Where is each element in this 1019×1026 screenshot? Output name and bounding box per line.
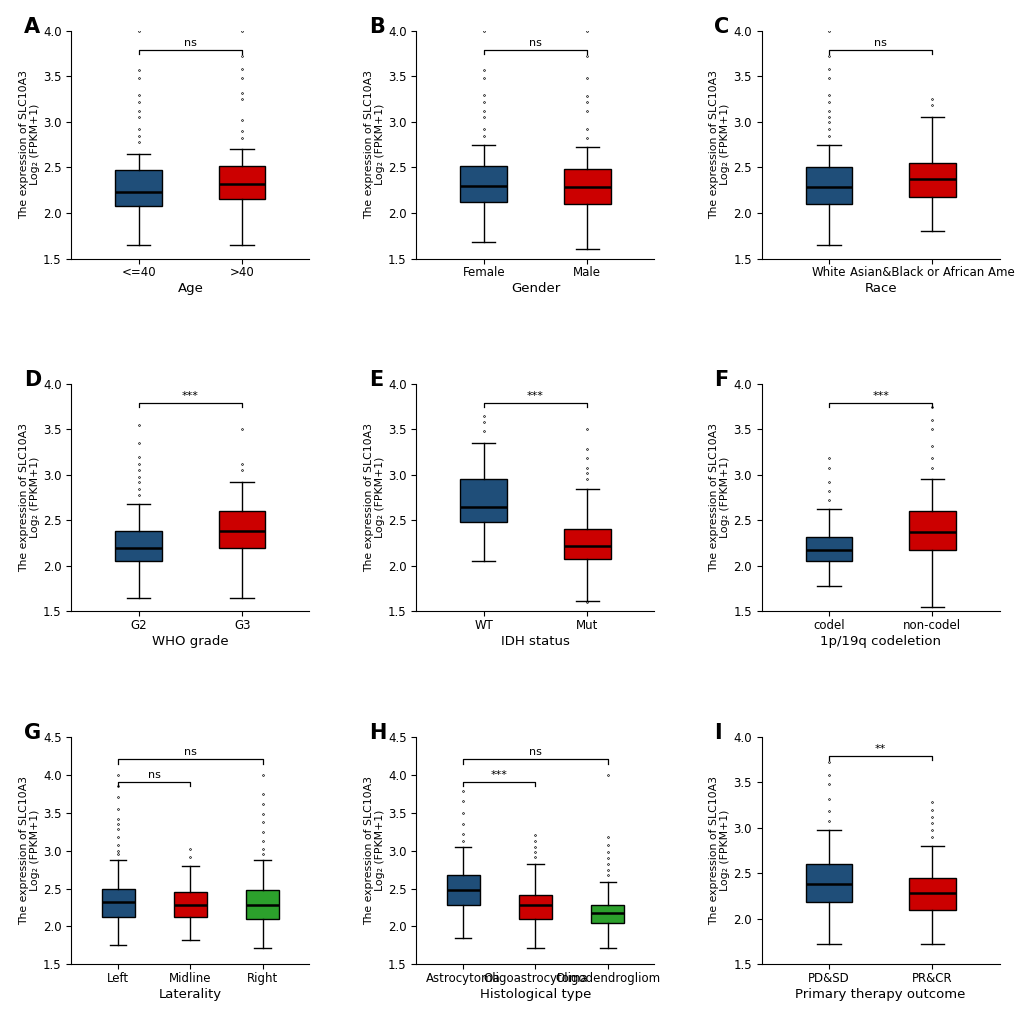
X-axis label: Primary therapy outcome: Primary therapy outcome	[795, 988, 965, 1000]
Y-axis label: The expression of SLC10A3
Log₂ (FPKM+1): The expression of SLC10A3 Log₂ (FPKM+1)	[364, 776, 385, 925]
Text: ns: ns	[873, 38, 887, 48]
X-axis label: WHO grade: WHO grade	[152, 635, 228, 647]
Text: D: D	[23, 370, 41, 390]
Y-axis label: The expression of SLC10A3
Log₂ (FPKM+1): The expression of SLC10A3 Log₂ (FPKM+1)	[364, 70, 385, 220]
PathPatch shape	[564, 169, 610, 204]
PathPatch shape	[460, 479, 506, 522]
Text: ***: ***	[871, 391, 889, 401]
X-axis label: Laterality: Laterality	[159, 988, 222, 1000]
Text: ***: ***	[181, 391, 199, 401]
PathPatch shape	[460, 165, 506, 202]
PathPatch shape	[805, 537, 851, 561]
Text: ns: ns	[148, 770, 161, 780]
PathPatch shape	[219, 165, 265, 199]
Text: H: H	[369, 723, 386, 743]
Text: A: A	[23, 17, 40, 37]
Y-axis label: The expression of SLC10A3
Log₂ (FPKM+1): The expression of SLC10A3 Log₂ (FPKM+1)	[708, 776, 730, 925]
Text: E: E	[369, 370, 383, 390]
X-axis label: Race: Race	[863, 282, 896, 294]
PathPatch shape	[174, 893, 207, 917]
Text: C: C	[713, 17, 729, 37]
PathPatch shape	[564, 529, 610, 558]
Y-axis label: The expression of SLC10A3
Log₂ (FPKM+1): The expression of SLC10A3 Log₂ (FPKM+1)	[18, 776, 40, 925]
Y-axis label: The expression of SLC10A3
Log₂ (FPKM+1): The expression of SLC10A3 Log₂ (FPKM+1)	[708, 70, 730, 220]
Y-axis label: The expression of SLC10A3
Log₂ (FPKM+1): The expression of SLC10A3 Log₂ (FPKM+1)	[364, 423, 385, 573]
Y-axis label: The expression of SLC10A3
Log₂ (FPKM+1): The expression of SLC10A3 Log₂ (FPKM+1)	[708, 423, 730, 573]
Y-axis label: The expression of SLC10A3
Log₂ (FPKM+1): The expression of SLC10A3 Log₂ (FPKM+1)	[18, 70, 40, 220]
X-axis label: 1p/19q codeletion: 1p/19q codeletion	[819, 635, 941, 647]
X-axis label: Gender: Gender	[511, 282, 559, 294]
Text: I: I	[713, 723, 720, 743]
PathPatch shape	[908, 511, 955, 550]
PathPatch shape	[591, 905, 624, 922]
Text: ***: ***	[490, 770, 507, 780]
X-axis label: Age: Age	[177, 282, 203, 294]
PathPatch shape	[519, 895, 551, 919]
Y-axis label: The expression of SLC10A3
Log₂ (FPKM+1): The expression of SLC10A3 Log₂ (FPKM+1)	[18, 423, 40, 573]
PathPatch shape	[446, 875, 479, 905]
Text: ns: ns	[183, 747, 197, 757]
X-axis label: IDH status: IDH status	[500, 635, 570, 647]
Text: G: G	[23, 723, 41, 743]
Text: ns: ns	[529, 747, 541, 757]
PathPatch shape	[805, 167, 851, 204]
PathPatch shape	[102, 889, 135, 917]
PathPatch shape	[115, 531, 162, 561]
Text: ns: ns	[529, 38, 541, 48]
PathPatch shape	[908, 163, 955, 197]
Text: B: B	[369, 17, 384, 37]
PathPatch shape	[115, 170, 162, 205]
Text: F: F	[713, 370, 728, 390]
PathPatch shape	[246, 890, 278, 919]
PathPatch shape	[908, 878, 955, 910]
Text: **: **	[874, 744, 886, 754]
X-axis label: Histological type: Histological type	[479, 988, 591, 1000]
Text: ns: ns	[183, 38, 197, 48]
PathPatch shape	[219, 511, 265, 548]
PathPatch shape	[805, 864, 851, 903]
Text: ***: ***	[527, 391, 543, 401]
